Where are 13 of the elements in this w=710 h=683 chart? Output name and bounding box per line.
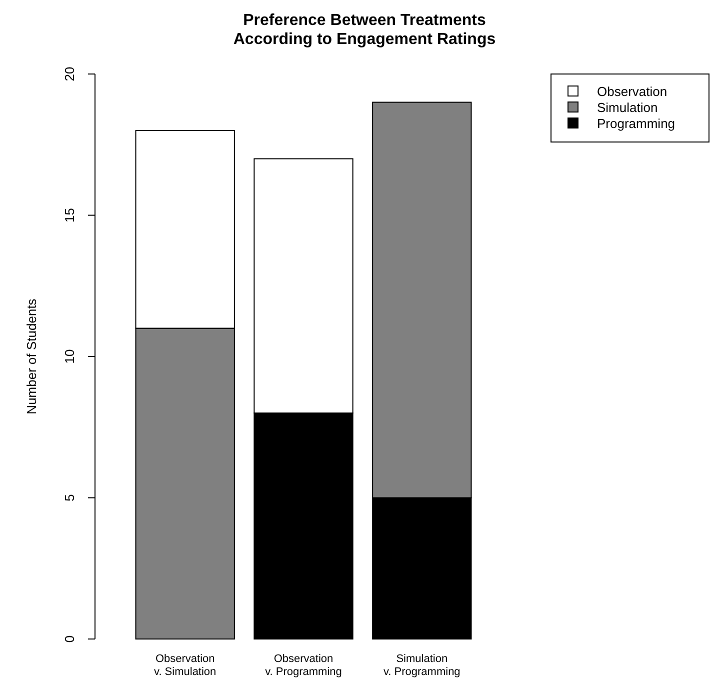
legend-label: Simulation: [597, 100, 658, 115]
chart-title: Preference Between Treatments According to Engagement Ratings: [233, 12, 496, 48]
y-tick-label: 5: [62, 494, 77, 502]
y-tick-label: 15: [62, 208, 77, 222]
y-tick-label: 20: [62, 66, 77, 82]
x-tick-label: Observation v. Simulation: [154, 653, 216, 678]
x-tick-label: Observation v. Programming: [265, 653, 342, 678]
x-tick-label: Simulation v. Programming: [383, 653, 460, 678]
y-axis-title: Number of Students: [24, 298, 39, 414]
y-tick-label: 0: [62, 635, 77, 643]
legend-label: Programming: [597, 116, 676, 131]
y-tick-label: 10: [62, 349, 77, 364]
legend-label: Observation: [597, 84, 668, 99]
